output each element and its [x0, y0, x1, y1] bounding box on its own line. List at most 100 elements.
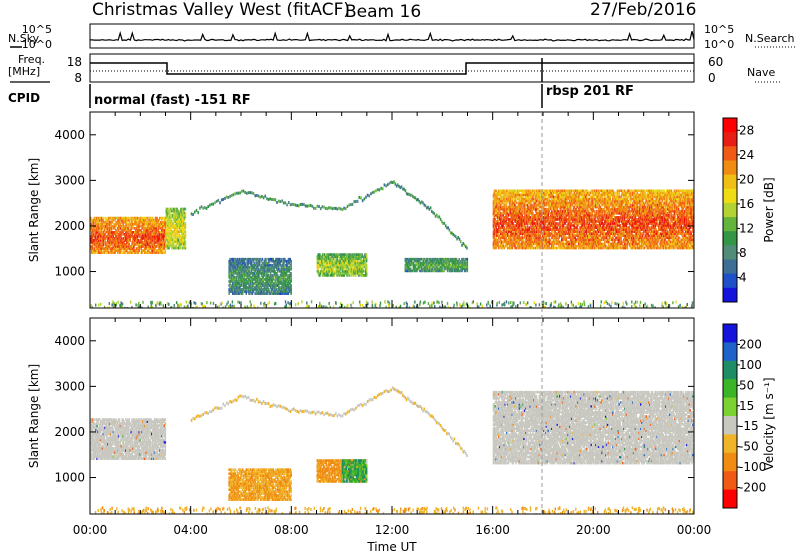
- data-cell: [112, 218, 114, 222]
- data-cell: [265, 268, 267, 271]
- data-cell: [90, 247, 93, 250]
- data-cell: [235, 272, 238, 275]
- data-cell: [530, 234, 532, 237]
- data-cell: [502, 230, 505, 233]
- data-cell: [511, 244, 513, 248]
- data-cell: [90, 233, 93, 236]
- data-cell: [506, 216, 508, 219]
- data-cell: [551, 209, 553, 213]
- data-cell: [515, 238, 517, 242]
- data-cell: [503, 220, 505, 223]
- data-cell: [273, 292, 275, 295]
- data-cell: [169, 230, 171, 233]
- data-cell: [231, 278, 233, 281]
- data-cell: [241, 276, 243, 279]
- data-cell: [134, 220, 137, 224]
- data-cell: [280, 278, 282, 281]
- data-cell: [532, 212, 534, 215]
- data-cell: [326, 257, 328, 261]
- data-cell: [507, 242, 509, 246]
- data-cell: [95, 239, 97, 242]
- data-cell: [94, 218, 96, 222]
- data-cell: [534, 242, 536, 246]
- data-cell: [358, 265, 361, 269]
- data-cell: [183, 238, 186, 242]
- data-cell: [257, 272, 259, 275]
- data-cell: [243, 259, 246, 263]
- data-cell: [97, 247, 99, 250]
- data-cell: [536, 234, 539, 237]
- data-cell: [542, 197, 544, 201]
- data-cell: [456, 269, 459, 273]
- data-cell: [447, 263, 450, 267]
- data-cell: [290, 261, 292, 265]
- data-cell: [94, 243, 96, 246]
- data-cell: [346, 274, 348, 277]
- data-cell: [262, 292, 265, 295]
- data-cell: [117, 245, 120, 248]
- data-cell: [104, 233, 106, 236]
- data-cell: [547, 216, 549, 219]
- data-cell: [547, 226, 549, 229]
- data-cell: [499, 203, 501, 207]
- data-cell: [365, 255, 367, 259]
- data-cell: [465, 267, 468, 271]
- data-cell: [253, 261, 256, 265]
- data-cell: [109, 233, 112, 236]
- data-cell: [142, 233, 144, 236]
- data-cell: [289, 268, 291, 271]
- data-cell: [254, 268, 256, 271]
- data-cell: [507, 222, 509, 225]
- data-cell: [180, 230, 182, 233]
- data-cell: [338, 267, 340, 271]
- data-cell: [290, 263, 292, 267]
- data-cell: [98, 229, 100, 232]
- data-cell: [555, 189, 558, 193]
- data-cell: [341, 263, 344, 267]
- data-cell: [176, 226, 178, 229]
- data-cell: [103, 220, 105, 224]
- data-cell: [145, 251, 148, 254]
- data-cell: [256, 272, 258, 275]
- data-cell: [505, 189, 507, 193]
- data-cell: [149, 229, 151, 232]
- data-cell: [500, 246, 503, 250]
- data-cell: [290, 268, 292, 271]
- data-cell: [138, 243, 140, 246]
- data-cell: [135, 220, 138, 224]
- data-cell: [512, 238, 514, 242]
- data-cell: [234, 270, 237, 273]
- data-cell: [512, 189, 514, 193]
- data-cell: [118, 231, 121, 234]
- data-cell: [131, 251, 133, 254]
- data-cell: [171, 236, 173, 240]
- data-cell: [98, 243, 100, 246]
- data-cell: [499, 193, 502, 197]
- data-cell: [240, 290, 242, 293]
- data-cell: [275, 259, 277, 263]
- data-cell: [274, 263, 276, 267]
- data-cell: [551, 205, 553, 209]
- noise-tick-high-right: 10^5: [704, 23, 734, 36]
- data-cell: [424, 263, 426, 267]
- data-cell: [174, 246, 177, 250]
- data-cell: [114, 243, 116, 246]
- data-cell: [358, 253, 361, 256]
- data-cell: [111, 247, 114, 250]
- data-cell: [492, 224, 495, 227]
- data-cell: [169, 215, 171, 219]
- data-cell: [522, 242, 524, 246]
- data-cell: [492, 195, 495, 199]
- data-cell: [234, 284, 237, 287]
- data-cell: [98, 222, 100, 226]
- data-cell: [358, 267, 361, 271]
- data-cell: [264, 261, 266, 265]
- data-cell: [552, 207, 555, 211]
- data-cell: [329, 257, 331, 261]
- data-cell: [511, 226, 513, 229]
- data-cell: [268, 263, 270, 267]
- data-cell: [152, 227, 154, 230]
- data-cell: [332, 261, 335, 265]
- data-cell: [536, 220, 539, 223]
- data-cell: [109, 247, 112, 250]
